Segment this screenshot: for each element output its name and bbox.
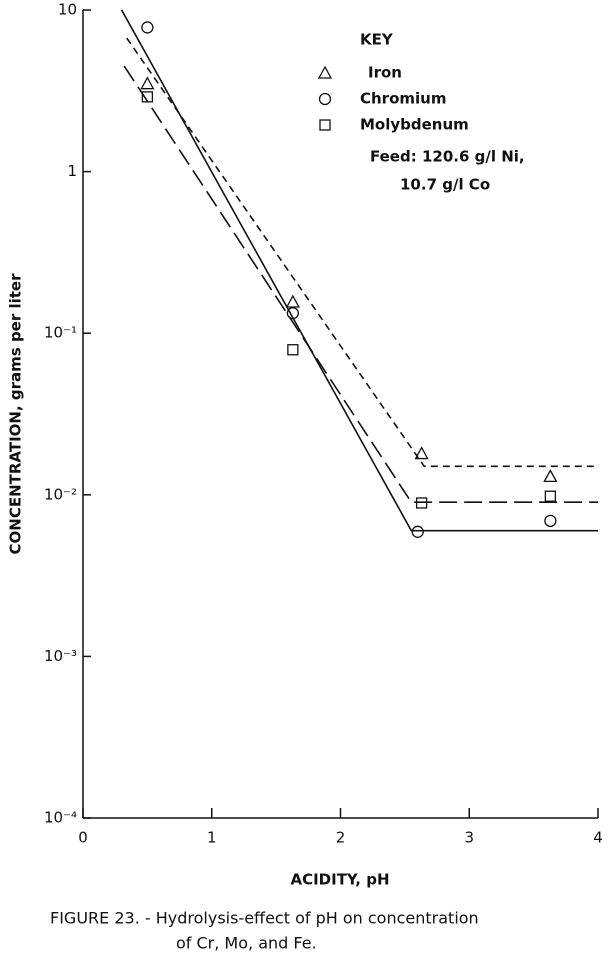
- marker-circle: [411, 525, 424, 538]
- y-tick-label: 1: [67, 162, 77, 180]
- x-tick-label: 2: [336, 829, 346, 847]
- fit-line: [126, 37, 598, 468]
- y-tick-label: 10⁻²: [44, 485, 77, 503]
- y-tick-label: 10⁻³: [44, 647, 77, 665]
- legend-title: KEY: [360, 31, 394, 49]
- x-tick-label: 3: [464, 829, 474, 847]
- x-tick-label: 0: [78, 829, 88, 847]
- caption: of Cr, Mo, and Fe.: [176, 934, 317, 953]
- marker-triangle: [285, 294, 300, 308]
- y-tick-label: 10⁻⁴: [44, 809, 77, 827]
- annotation: Feed: 120.6 g/l Ni,: [370, 148, 525, 166]
- legend-label: Chromium: [360, 90, 446, 108]
- y-tick-label: 10⁻¹: [44, 324, 77, 342]
- y-tick-label: 10: [58, 1, 77, 19]
- marker-square: [141, 91, 154, 103]
- annotation: 10.7 g/l Co: [400, 176, 490, 194]
- x-axis-label: ACIDITY, pH: [290, 871, 389, 889]
- marker-square: [319, 119, 331, 131]
- marker-triangle: [317, 65, 333, 79]
- legend-label: Molybdenum: [360, 116, 469, 134]
- x-tick-label: 1: [207, 829, 217, 847]
- caption: FIGURE 23. - Hydrolysis-effect of pH on …: [50, 909, 479, 928]
- marker-triangle: [140, 76, 155, 90]
- marker-square: [544, 490, 557, 502]
- legend-label: Iron: [368, 64, 402, 82]
- marker-triangle: [414, 446, 429, 460]
- marker-circle: [141, 21, 154, 34]
- marker-triangle: [543, 469, 558, 483]
- marker-square: [415, 497, 428, 509]
- marker-square: [287, 344, 299, 356]
- marker-circle: [544, 514, 557, 527]
- x-tick-label: 4: [593, 829, 603, 847]
- y-axis-label: CONCENTRATION, grams per liter: [7, 273, 25, 555]
- marker-circle: [318, 92, 332, 106]
- marker-circle: [286, 307, 300, 320]
- fit-line: [120, 9, 598, 532]
